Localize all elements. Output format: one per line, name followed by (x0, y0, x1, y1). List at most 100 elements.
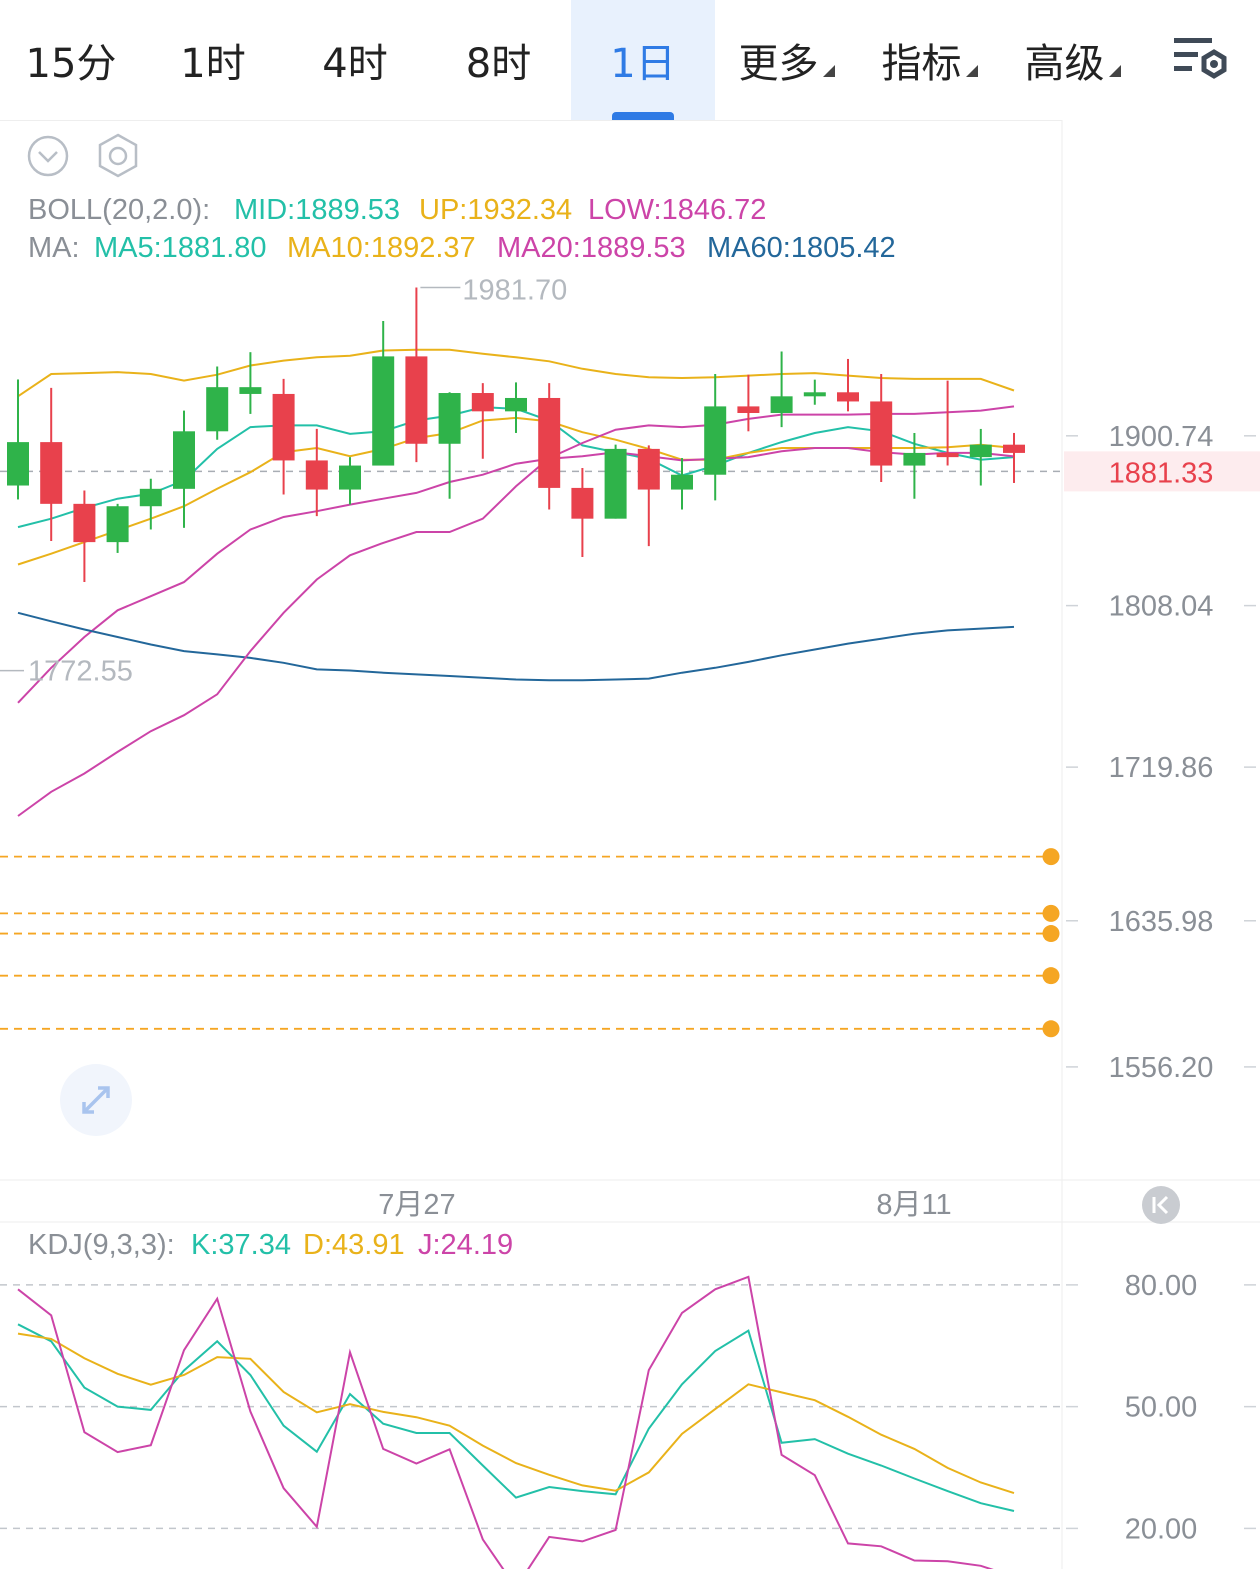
kdj-k-value: K:37.34 (191, 1229, 291, 1261)
tab-indicators-dropdown[interactable]: 指标 (858, 0, 1001, 120)
candle (471, 393, 494, 412)
kdj-j-value: J:24.19 (418, 1229, 513, 1261)
ma5-value: MA5:1881.80 (94, 232, 267, 264)
tab-indicators-label: 指标 (881, 41, 962, 87)
candle (737, 406, 760, 413)
current-price-label: 1881.33 (1109, 457, 1214, 489)
chevron-down-icon (38, 151, 58, 163)
skip-to-latest-icon (1152, 1195, 1169, 1215)
kdj-line-j (17, 1275, 994, 1569)
boll-low-value: LOW:1846.72 (588, 194, 766, 226)
indicator-settings-button[interactable] (98, 133, 138, 178)
price-axis-label: 1635.98 (1109, 906, 1214, 938)
alert-handle[interactable] (1042, 904, 1060, 922)
kdj-line-k (17, 1323, 1015, 1512)
chart-settings-button[interactable] (1144, 0, 1260, 120)
candle (538, 397, 561, 488)
candle (106, 506, 129, 543)
candle (870, 401, 893, 466)
tab-15m[interactable]: 15分 (0, 0, 142, 120)
high-marker-label: 1981.70 (462, 275, 567, 307)
line-ma10 (17, 416, 1015, 566)
tab-1h[interactable]: 1时 (142, 0, 284, 120)
candle (305, 460, 328, 490)
candle (73, 503, 96, 543)
x-label-aug11: 8月11 (876, 1189, 951, 1221)
alert-handle[interactable] (1042, 925, 1060, 943)
kdj-axis-label: 20.00 (1125, 1513, 1198, 1545)
price-axis-label: 1556.20 (1109, 1052, 1214, 1084)
chart-settings-icon (1174, 38, 1227, 79)
tab-advanced-dropdown[interactable]: 高级 (1001, 0, 1144, 120)
line-ma60 (17, 611, 1015, 682)
candle (206, 387, 229, 432)
candle (339, 465, 361, 490)
tab-4h-label: 4时 (322, 41, 388, 87)
expand-icon (82, 1086, 110, 1114)
hexagon-gear-icon (98, 133, 138, 178)
timeframe-toolbar: 15分 1时 4时 8时 1日 更多 指标 高级 (0, 0, 1260, 121)
dropdown-corner-icon (1108, 65, 1121, 77)
expand-chart-button[interactable] (60, 1064, 132, 1136)
kdj-line-d (17, 1332, 1015, 1495)
alert-handle[interactable] (1042, 1020, 1060, 1038)
alert-handle[interactable] (1042, 967, 1060, 985)
price-axis-label: 1719.86 (1109, 752, 1214, 784)
x-label-jul27: 7月27 (378, 1189, 455, 1221)
tab-1d-label: 1日 (610, 41, 676, 87)
candle (239, 387, 262, 394)
dropdown-corner-icon (965, 65, 978, 77)
tab-1h-label: 1时 (180, 41, 246, 87)
price-axis-column (1062, 120, 1260, 1569)
ma60-value: MA60:1805.42 (707, 232, 896, 264)
candle (803, 392, 826, 397)
ma-legend-prefix: MA: (28, 232, 80, 264)
ma-legend: MA: MA5:1881.80 MA10:1892.37 MA20:1889.5… (28, 232, 896, 264)
price-axis-label: 1900.74 (1109, 421, 1214, 453)
line-ma20 (17, 447, 1015, 704)
price-axis-label: 1808.04 (1109, 591, 1214, 623)
candle (903, 452, 926, 466)
candle (704, 406, 727, 475)
candle (637, 448, 660, 490)
kdj-legend-prefix: KDJ(9,3,3): (28, 1229, 175, 1261)
candle (1003, 444, 1025, 453)
kdj-axis-label: 80.00 (1125, 1270, 1198, 1302)
kdj-legend: KDJ(9,3,3): K:37.34 D:43.91 J:24.19 (28, 1229, 513, 1261)
candle (604, 448, 627, 519)
tab-1d[interactable]: 1日 (571, 0, 715, 120)
candle (40, 442, 63, 504)
boll-up-value: UP:1932.34 (419, 194, 572, 226)
candle (936, 452, 959, 458)
collapse-legend-button[interactable] (27, 135, 69, 177)
low-marker-label: 1772.55 (28, 656, 133, 688)
candle (405, 356, 428, 444)
candle (7, 442, 29, 486)
candle (505, 397, 527, 412)
ma20-value: MA20:1889.53 (497, 232, 686, 264)
active-tab-indicator (612, 112, 674, 120)
dropdown-corner-icon (822, 65, 835, 77)
candle (671, 474, 693, 490)
alert-handle[interactable] (1042, 848, 1060, 866)
candle (272, 393, 295, 461)
candle (173, 431, 195, 489)
candle (571, 487, 594, 519)
scroll-to-latest-button[interactable] (1142, 1186, 1180, 1224)
line-low (17, 405, 1015, 817)
tab-8h[interactable]: 8时 (426, 0, 571, 120)
candle (139, 488, 162, 507)
tab-more-dropdown[interactable]: 更多 (715, 0, 858, 120)
tab-15m-label: 15分 (25, 41, 117, 87)
candle (837, 392, 859, 402)
tab-more-label: 更多 (738, 41, 819, 87)
candle (438, 393, 461, 444)
current-price-tag (1064, 451, 1260, 492)
candle (969, 444, 992, 458)
tab-advanced-label: 高级 (1024, 41, 1105, 87)
kdj-d-value: D:43.91 (303, 1229, 405, 1261)
price-chart[interactable]: 1900.74 1808.04 1719.86 1635.98 1556.20 1881.… (0, 120, 1260, 1569)
candle (770, 396, 793, 413)
tab-4h[interactable]: 4时 (284, 0, 426, 120)
tab-8h-label: 8时 (465, 41, 532, 87)
